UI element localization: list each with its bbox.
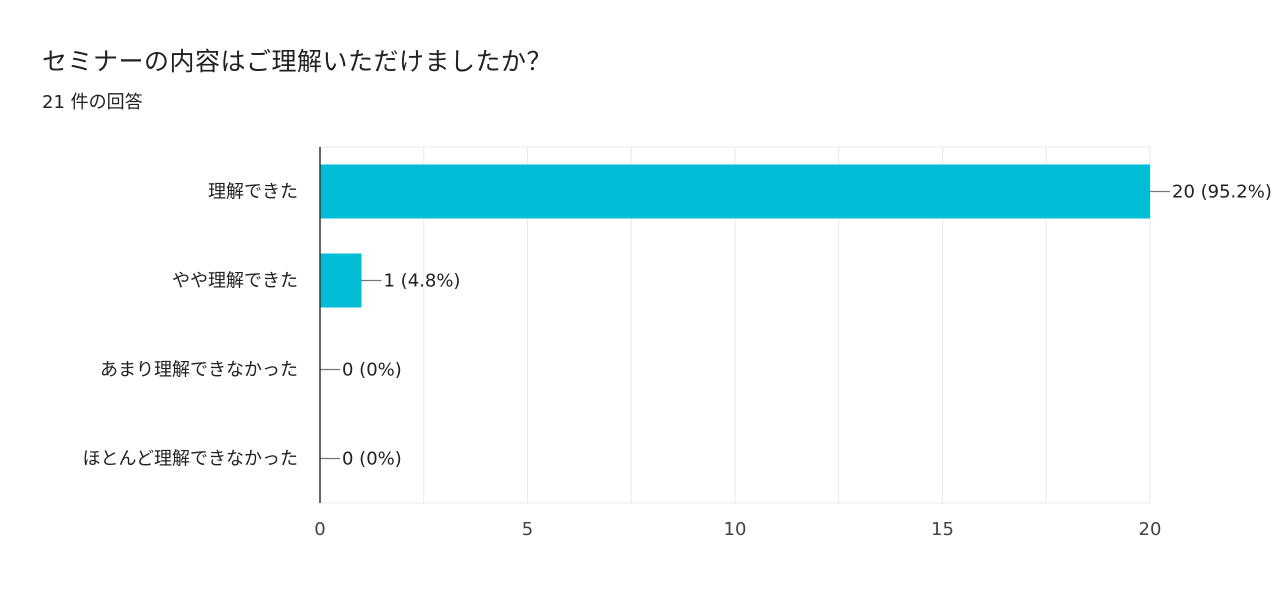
bar xyxy=(320,164,1150,219)
category-label: 理解できた xyxy=(208,182,298,203)
chart-title: セミナーの内容はご理解いただけましたか？ xyxy=(42,47,553,76)
x-tick-label: 15 xyxy=(931,519,954,540)
x-tick-label: 5 xyxy=(522,519,533,540)
category-label: やや理解できた xyxy=(172,271,298,292)
data-label: 20 (95.2%) xyxy=(1172,182,1272,203)
x-tick-label: 10 xyxy=(724,519,747,540)
x-tick-label: 20 xyxy=(1139,519,1162,540)
data-label: 0 (0%) xyxy=(342,449,402,470)
bar xyxy=(320,253,362,308)
category-label: ほとんど理解できなかった xyxy=(83,449,298,470)
category-label: あまり理解できなかった xyxy=(100,360,298,381)
data-label: 1 (4.8%) xyxy=(384,271,461,292)
x-tick-label: 0 xyxy=(314,519,325,540)
response-count: 21 件の回答 xyxy=(42,92,143,113)
data-label: 0 (0%) xyxy=(342,360,402,381)
